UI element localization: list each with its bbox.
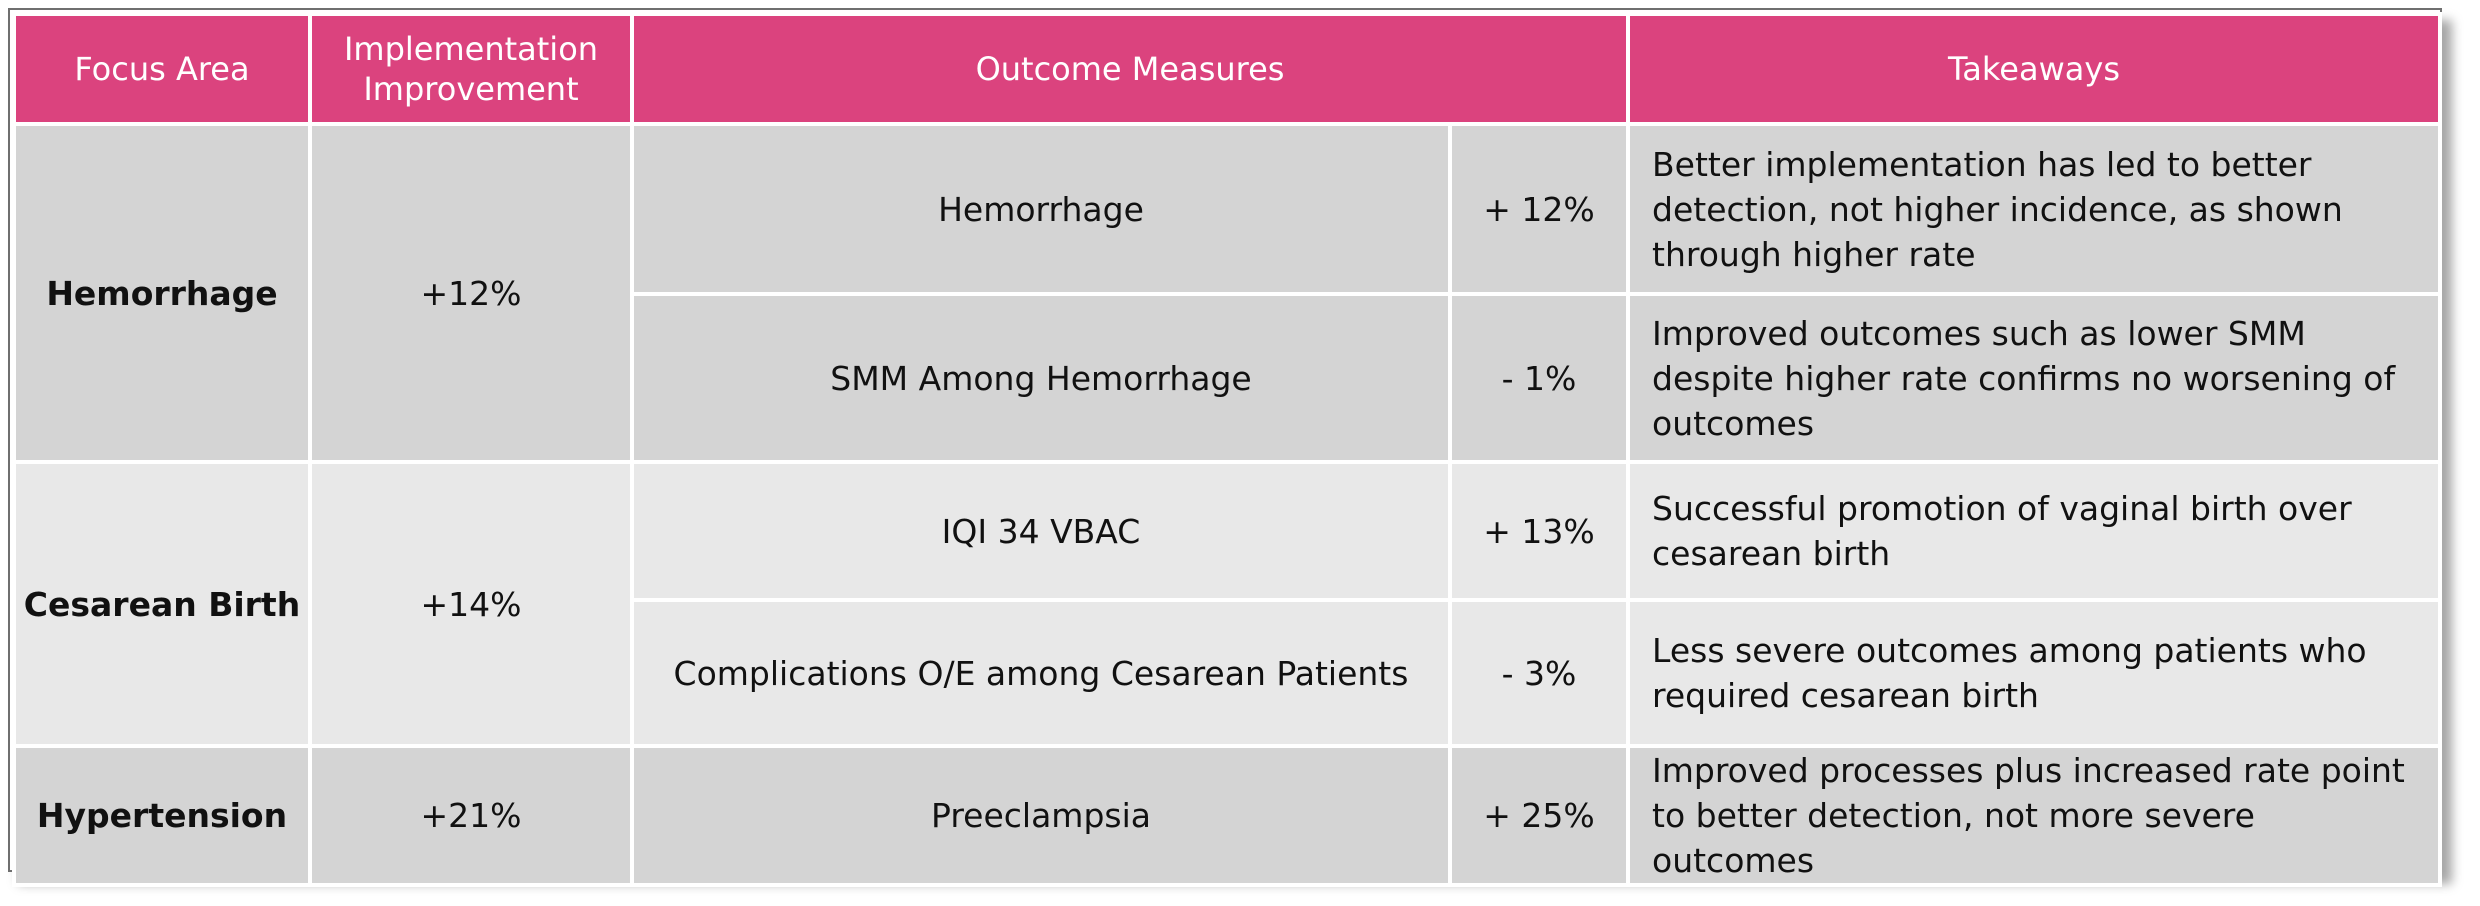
focus-area-cell: Hypertension [12, 744, 312, 887]
outcome-measure-cell: SMM Among Hemorrhage [630, 292, 1452, 464]
header-row: Focus Area Implementation Improvement Ou… [12, 12, 2443, 126]
outcome-change-cell: - 3% [1447, 598, 1631, 748]
header-implementation-improvement: Implementation Improvement [308, 12, 634, 126]
takeaway-cell: Less severe outcomes among patients who … [1626, 598, 2443, 748]
outcome-change-cell: + 13% [1447, 460, 1631, 602]
header-takeaways: Takeaways [1626, 12, 2443, 126]
implementation-improvement-cell: +21% [308, 744, 634, 887]
focus-area-cell: Cesarean Birth [12, 460, 312, 748]
implementation-improvement-cell: +12% [308, 122, 634, 464]
focus-area-cell: Hemorrhage [12, 122, 312, 464]
header-outcome-measures: Outcome Measures [629, 12, 1631, 126]
outcome-measure-cell: IQI 34 VBAC [630, 460, 1452, 602]
outcome-measure-cell: Complications O/E among Cesarean Patient… [630, 598, 1452, 748]
table-row: Cesarean Birth +14% IQI 34 VBAC + 13% Su… [12, 460, 2443, 748]
takeaway-cell: Successful promotion of vaginal birth ov… [1626, 460, 2443, 602]
summary-table-frame: Focus Area Implementation Improvement Ou… [8, 8, 2443, 887]
takeaway-cell: Improved processes plus increased rate p… [1626, 744, 2443, 887]
takeaway-cell: Better implementation has led to better … [1626, 122, 2443, 296]
table-row: Complications O/E among Cesarean Patient… [14, 598, 2443, 748]
outcome-change-cell: + 12% [1447, 122, 1631, 296]
table-row: Hemorrhage +12% Hemorrhage + 12% Better … [12, 122, 2443, 464]
table-row: SMM Among Hemorrhage - 1% Improved outco… [14, 292, 2443, 464]
outcome-change-cell: - 1% [1447, 292, 1631, 464]
outcome-measure-cell: Hemorrhage [630, 122, 1452, 296]
outcomes-table: Focus Area Implementation Improvement Ou… [12, 12, 2443, 887]
outcome-measure-cell: Preeclampsia [630, 744, 1452, 887]
outcome-change-cell: + 25% [1447, 744, 1631, 887]
takeaway-cell: Improved outcomes such as lower SMM desp… [1626, 292, 2443, 464]
table-row: Hypertension +21% Preeclampsia + 25% Imp… [12, 744, 2443, 887]
implementation-improvement-cell: +14% [308, 460, 634, 748]
header-focus-area: Focus Area [12, 12, 312, 126]
